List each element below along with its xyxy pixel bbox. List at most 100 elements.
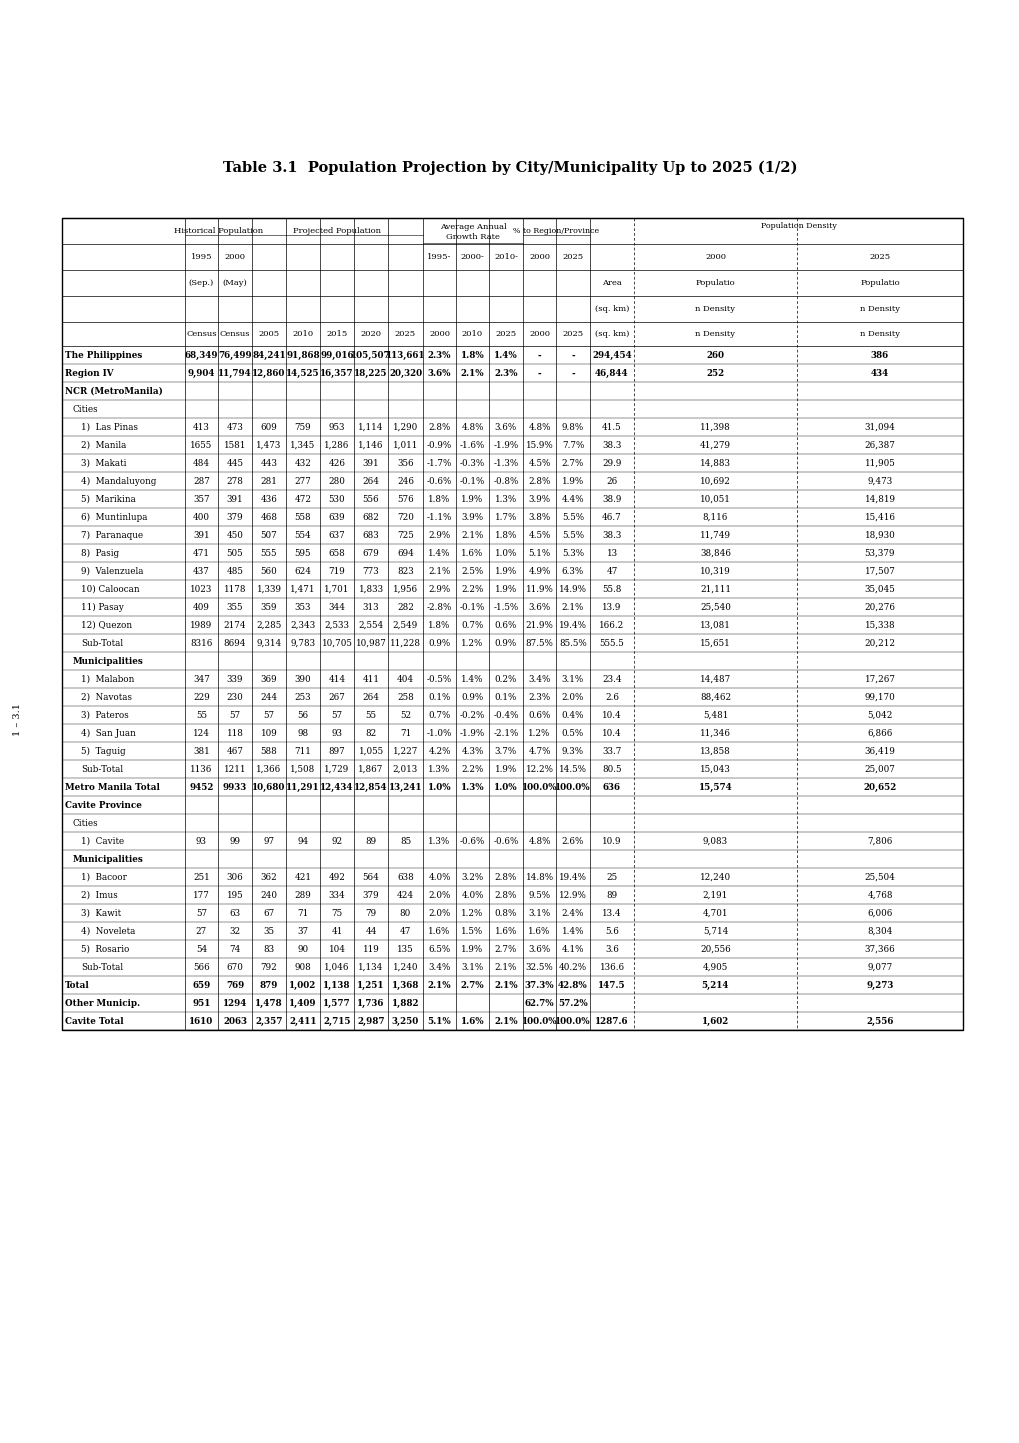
Text: 1,146: 1,146 — [358, 440, 383, 450]
Text: 10.4: 10.4 — [601, 729, 622, 737]
Text: 93: 93 — [196, 837, 207, 846]
Text: 9,083: 9,083 — [702, 837, 728, 846]
Text: -2.1%: -2.1% — [493, 729, 519, 737]
Text: 3.9%: 3.9% — [528, 495, 550, 504]
Text: 2.1%: 2.1% — [461, 368, 484, 378]
Text: 4)  Noveleta: 4) Noveleta — [81, 926, 136, 935]
Text: 124: 124 — [193, 729, 210, 737]
Text: 55.8: 55.8 — [602, 584, 621, 593]
Text: 57: 57 — [331, 710, 342, 720]
Text: Growth Rate: Growth Rate — [445, 232, 499, 241]
Text: 507: 507 — [261, 531, 277, 540]
Text: 6,006: 6,006 — [866, 909, 892, 918]
Text: 12) Quezon: 12) Quezon — [81, 620, 132, 629]
Text: 1.5%: 1.5% — [461, 926, 483, 935]
Text: 9933: 9933 — [223, 782, 247, 792]
Text: 14.9%: 14.9% — [558, 584, 586, 593]
Text: 2.9%: 2.9% — [428, 531, 450, 540]
Text: 12,860: 12,860 — [252, 368, 285, 378]
Text: 246: 246 — [396, 476, 414, 485]
Text: 281: 281 — [260, 476, 277, 485]
Text: 4.0%: 4.0% — [461, 890, 483, 899]
Text: 1,138: 1,138 — [323, 980, 351, 990]
Text: -: - — [537, 368, 541, 378]
Text: 4.2%: 4.2% — [428, 746, 450, 756]
Text: 195: 195 — [226, 890, 244, 899]
Text: 11,398: 11,398 — [699, 423, 731, 431]
Text: 725: 725 — [396, 531, 414, 540]
Text: 20,276: 20,276 — [864, 603, 895, 612]
Text: 639: 639 — [328, 512, 345, 521]
Text: 1,002: 1,002 — [289, 980, 316, 990]
Text: 267: 267 — [328, 693, 345, 701]
Text: 18,225: 18,225 — [354, 368, 387, 378]
Text: 2020: 2020 — [360, 330, 381, 338]
Text: 32: 32 — [229, 926, 240, 935]
Text: n Density: n Density — [859, 330, 899, 338]
Text: 1,046: 1,046 — [324, 962, 350, 971]
Text: 1.9%: 1.9% — [494, 765, 517, 773]
Text: 720: 720 — [396, 512, 414, 521]
Text: 421: 421 — [294, 873, 311, 882]
Text: 4.7%: 4.7% — [528, 746, 550, 756]
Text: 2005: 2005 — [258, 330, 279, 338]
Text: 18,930: 18,930 — [864, 531, 895, 540]
Text: 1989: 1989 — [191, 620, 212, 629]
Text: 11,794: 11,794 — [218, 368, 252, 378]
Text: 1,339: 1,339 — [256, 584, 281, 593]
Text: 230: 230 — [226, 693, 244, 701]
Text: 166.2: 166.2 — [599, 620, 624, 629]
Text: 87.5%: 87.5% — [525, 638, 553, 648]
Text: 13,081: 13,081 — [699, 620, 731, 629]
Text: 0.9%: 0.9% — [461, 693, 483, 701]
Text: 10,319: 10,319 — [699, 567, 731, 576]
Text: 29.9: 29.9 — [602, 459, 621, 468]
Text: 35: 35 — [263, 926, 274, 935]
Text: 1,240: 1,240 — [392, 962, 418, 971]
Text: 109: 109 — [261, 729, 277, 737]
Text: 35,045: 35,045 — [864, 584, 895, 593]
Text: 7.7%: 7.7% — [561, 440, 584, 450]
Text: 33.7: 33.7 — [602, 746, 621, 756]
Text: 13: 13 — [606, 548, 616, 557]
Text: 792: 792 — [261, 962, 277, 971]
Text: 147.5: 147.5 — [597, 980, 626, 990]
Text: 2025: 2025 — [561, 330, 583, 338]
Text: Municipalities: Municipalities — [73, 854, 144, 863]
Text: 42.8%: 42.8% — [557, 980, 587, 990]
Text: 63: 63 — [229, 909, 240, 918]
Text: 80: 80 — [399, 909, 411, 918]
Text: 2.2%: 2.2% — [461, 765, 483, 773]
Text: 432: 432 — [294, 459, 311, 468]
Text: 1.2%: 1.2% — [461, 909, 483, 918]
Text: 1.6%: 1.6% — [428, 926, 450, 935]
Text: 436: 436 — [260, 495, 277, 504]
Text: 14,525: 14,525 — [286, 368, 320, 378]
Text: 89: 89 — [606, 890, 616, 899]
Text: 1.9%: 1.9% — [461, 945, 483, 954]
Text: 26,387: 26,387 — [864, 440, 895, 450]
Text: 2.8%: 2.8% — [494, 890, 517, 899]
Text: 10.4: 10.4 — [601, 710, 622, 720]
Text: 1,508: 1,508 — [290, 765, 315, 773]
Text: 823: 823 — [396, 567, 414, 576]
Text: 5.5%: 5.5% — [561, 531, 584, 540]
Text: 1,011: 1,011 — [392, 440, 418, 450]
Text: 8)  Pasig: 8) Pasig — [81, 548, 119, 557]
Text: 31,094: 31,094 — [864, 423, 895, 431]
Text: 879: 879 — [260, 980, 278, 990]
Text: 711: 711 — [294, 746, 311, 756]
Text: Population Density: Population Density — [760, 222, 836, 229]
Text: 3.9%: 3.9% — [461, 512, 483, 521]
Text: 11,749: 11,749 — [699, 531, 731, 540]
Text: 2,013: 2,013 — [392, 765, 418, 773]
Text: 4,905: 4,905 — [702, 962, 728, 971]
Text: 3)  Kawit: 3) Kawit — [81, 909, 121, 918]
Text: 14.5%: 14.5% — [558, 765, 586, 773]
Text: 9)  Valenzuela: 9) Valenzuela — [81, 567, 144, 576]
Text: 1,286: 1,286 — [324, 440, 350, 450]
Text: 471: 471 — [193, 548, 210, 557]
Text: 0.1%: 0.1% — [428, 693, 450, 701]
Text: -: - — [537, 351, 541, 359]
Text: Sub-Total: Sub-Total — [81, 638, 123, 648]
